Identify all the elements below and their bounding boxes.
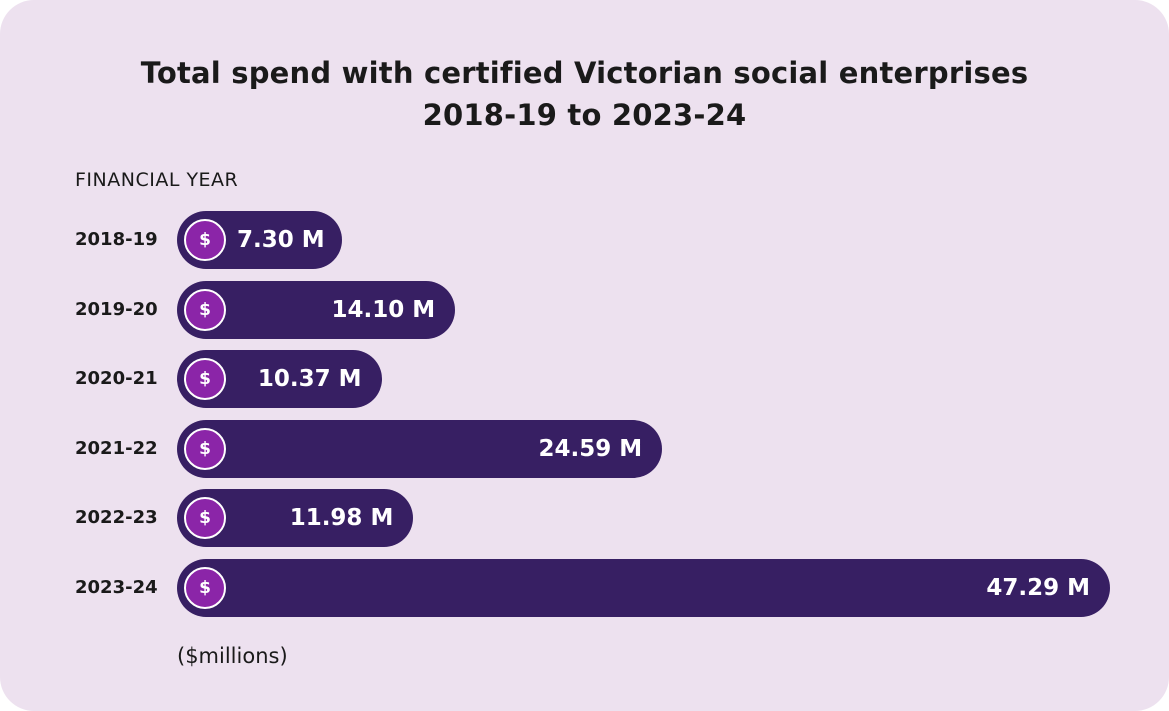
data-label: 47.29 M <box>986 575 1090 601</box>
data-label: 10.37 M <box>257 366 362 393</box>
category-label: 2018-19 <box>75 229 158 250</box>
y-axis-label: FINANCIAL YEAR <box>75 169 239 191</box>
category-label: 2021-22 <box>75 437 158 459</box>
category-label: 2023-24 <box>75 577 158 598</box>
data-label: 14.10 M <box>331 296 436 323</box>
data-label: 11.98 M <box>289 505 394 532</box>
x-axis-label: ($millions) <box>177 644 288 668</box>
category-label: 2020-21 <box>75 368 158 390</box>
chart-title: Total spend with certified Victorian soc… <box>140 56 1029 90</box>
dollar-coin-icon: $ <box>184 358 226 401</box>
bar <box>177 559 1110 617</box>
bar <box>177 419 663 478</box>
dollar-coin-icon: $ <box>184 219 226 261</box>
category-label: 2019-20 <box>75 298 158 320</box>
category-label: 2022-23 <box>75 507 158 529</box>
chart-subtitle: 2018-19 to 2023-24 <box>422 98 747 132</box>
dollar-coin-icon: $ <box>184 288 226 331</box>
dollar-coin-icon: $ <box>184 567 226 609</box>
data-label: 24.59 M <box>538 435 643 462</box>
dollar-coin-icon: $ <box>184 497 226 540</box>
data-label: 7.30 M <box>237 227 325 253</box>
dollar-coin-icon: $ <box>184 427 226 470</box>
